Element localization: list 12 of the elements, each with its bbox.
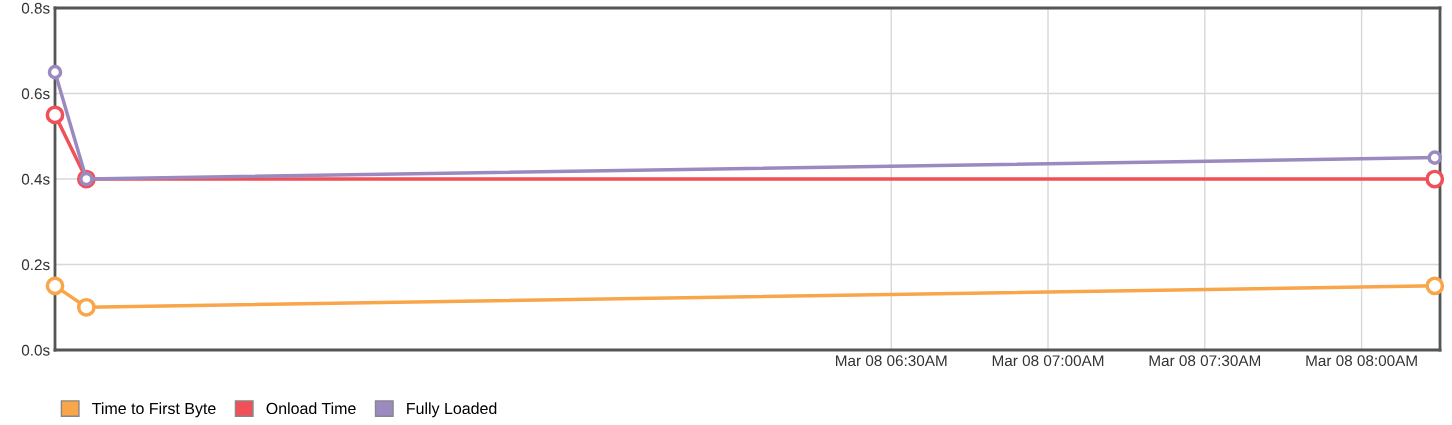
legend-label: Fully Loaded: [407, 402, 497, 418]
x-tick-label: Mar 08 06:30AM: [836, 355, 947, 367]
legend-label: Onload Time: [266, 402, 356, 415]
y-tick-label: 0.8s: [21, 2, 50, 14]
y-tick-label: 0.0s: [21, 344, 50, 356]
x-tick-label: Mar 08 08:00AM: [1306, 355, 1417, 367]
y-tick-label: 0.4s: [21, 173, 50, 185]
x-tick-label: Mar 08 07:30AM: [1149, 355, 1261, 367]
x-tick-label: Mar 08 07:00AM: [992, 355, 1104, 367]
legend-label: Time to First Byte: [92, 402, 216, 418]
y-tick-label: 0.2s: [21, 259, 50, 271]
y-tick-label: 0.6s: [21, 88, 50, 100]
